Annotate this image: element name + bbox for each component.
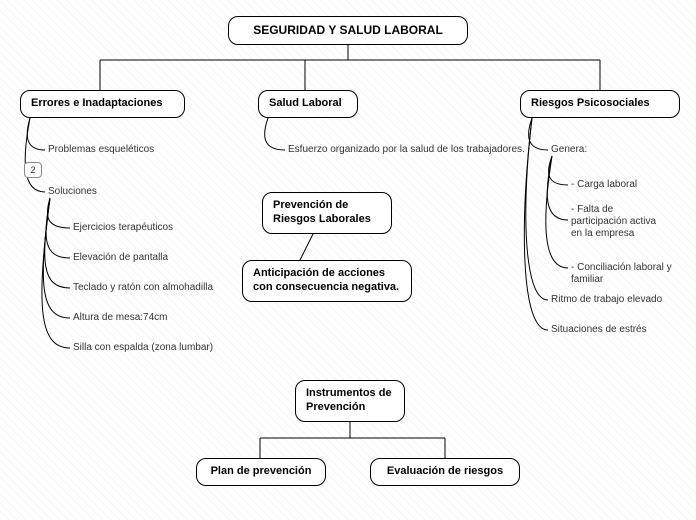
leaf-genera-1: - Falta de participación activa en la em… xyxy=(571,204,681,240)
node-prevencion: Prevención de Riesgos Laborales xyxy=(262,192,392,234)
leaf-sol-2: Teclado y ratón con almohadilla xyxy=(73,282,213,294)
leaf-genera-0: - Carga laboral xyxy=(571,179,637,191)
branch-salud: Salud Laboral xyxy=(258,90,358,118)
leaf-estres: Situaciones de estrés xyxy=(551,324,647,336)
root-node: SEGURIDAD Y SALUD LABORAL xyxy=(228,16,468,45)
node-plan: Plan de prevención xyxy=(196,458,326,486)
branch-errores: Errores e Inadaptaciones xyxy=(20,90,185,118)
leaf-ritmo: Ritmo de trabajo elevado xyxy=(551,294,662,306)
node-instrumentos: Instrumentos de Prevención xyxy=(295,380,405,422)
leaf-sol-3: Altura de mesa:74cm xyxy=(73,312,168,324)
leaf-sol-1: Elevación de pantalla xyxy=(73,252,168,264)
leaf-sol-4: Silla con espalda (zona lumbar) xyxy=(73,342,213,354)
count-problemas: 2 xyxy=(24,162,42,178)
node-anticipacion: Anticipación de acciones con consecuenci… xyxy=(242,260,412,302)
leaf-genera: Genera: xyxy=(551,144,587,156)
leaf-sol-0: Ejercicios terapéuticos xyxy=(73,222,173,234)
leaf-problemas: Problemas esqueléticos xyxy=(48,144,154,156)
leaf-esfuerzo: Esfuerzo organizado por la salud de los … xyxy=(288,144,533,156)
branch-riesgos: Riesgos Psicosociales xyxy=(520,90,680,118)
leaf-genera-2: - Conciliación laboral y familiar xyxy=(571,262,696,286)
node-evaluacion: Evaluación de riesgos xyxy=(370,458,520,486)
leaf-soluciones: Soluciones xyxy=(48,186,97,198)
